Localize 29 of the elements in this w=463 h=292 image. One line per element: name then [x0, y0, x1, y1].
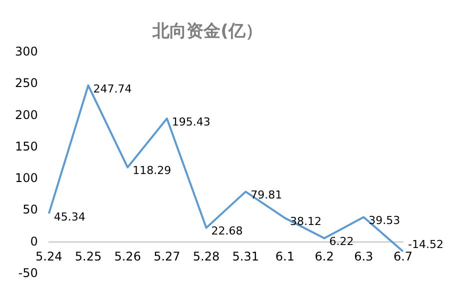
- y-tick-label: 0: [30, 234, 38, 248]
- data-label: 79.81: [250, 188, 282, 202]
- data-label: 39.53: [368, 214, 400, 228]
- y-tick-label: 250: [15, 76, 38, 90]
- data-label: 45.34: [54, 210, 86, 224]
- x-tick-label: 5.26: [114, 249, 141, 264]
- y-tick-label: 200: [15, 108, 38, 122]
- x-tick-label: 5.27: [154, 249, 180, 264]
- y-tick-label: 300: [15, 44, 38, 59]
- data-label: -14.52: [408, 238, 444, 252]
- data-label: 195.43: [172, 115, 210, 128]
- chart-title: 北向资金(亿）: [152, 22, 262, 42]
- y-tick-label: 150: [15, 139, 38, 154]
- x-tick-label: 5.28: [192, 249, 220, 264]
- data-label: 22.68: [211, 224, 243, 238]
- x-tick-label: 6.3: [354, 249, 374, 264]
- x-tick-label: 5.31: [232, 249, 259, 264]
- y-tick-label: -50: [18, 266, 38, 280]
- data-label: 38.12: [290, 214, 322, 228]
- data-label: 247.74: [93, 82, 132, 96]
- x-tick-label: 6.7: [393, 249, 413, 264]
- x-tick-label: 5.25: [74, 249, 102, 264]
- x-tick-label: 5.24: [36, 249, 62, 264]
- y-tick-label: 100: [15, 171, 38, 186]
- x-tick-label: 6.1: [275, 249, 295, 264]
- x-tick-label: 6.2: [314, 249, 334, 264]
- data-label: 6.22: [329, 235, 354, 248]
- data-label: 118.29: [132, 164, 172, 178]
- y-tick-label: 50: [22, 202, 38, 217]
